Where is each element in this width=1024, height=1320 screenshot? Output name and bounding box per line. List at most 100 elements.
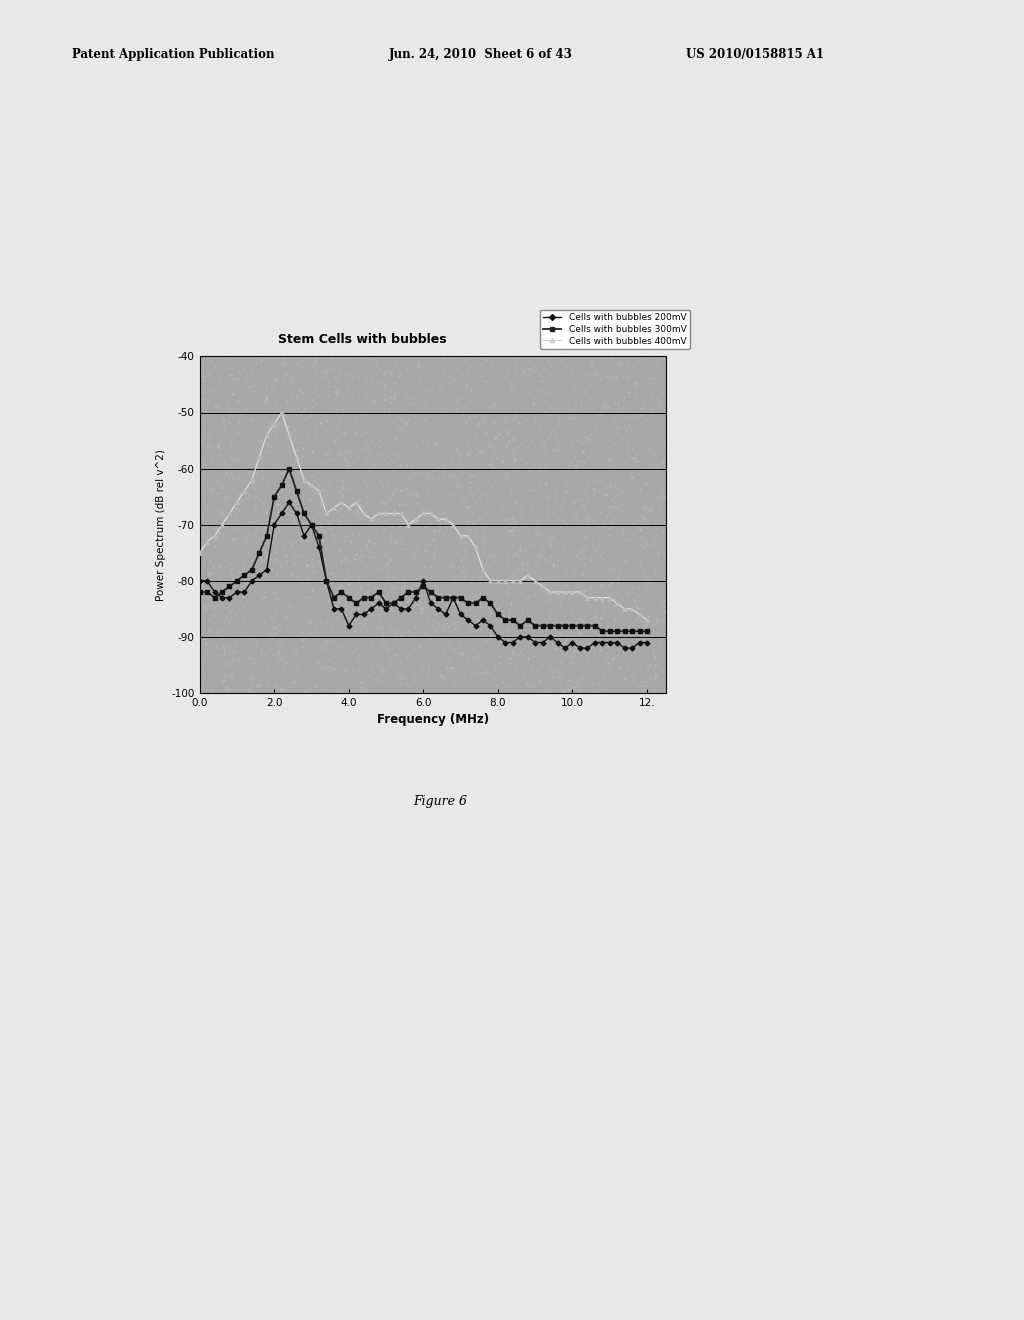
- Point: [523, 550, 540, 572]
- Point: [640, 359, 656, 380]
- Point: [615, 385, 632, 407]
- Point: [640, 606, 656, 627]
- Point: [269, 385, 286, 407]
- Point: [294, 523, 310, 544]
- Point: [271, 453, 288, 474]
- Point: [596, 393, 612, 414]
- Point: [453, 651, 469, 672]
- Point: [463, 605, 479, 626]
- Point: [470, 403, 486, 424]
- Point: [295, 412, 311, 433]
- Point: [614, 642, 631, 663]
- Point: [562, 407, 579, 428]
- Point: [328, 418, 344, 440]
- Point: [604, 492, 621, 513]
- Point: [505, 517, 521, 539]
- Point: [380, 665, 396, 686]
- Point: [232, 602, 249, 623]
- Point: [367, 411, 383, 432]
- Point: [316, 677, 333, 698]
- Point: [418, 660, 434, 681]
- Point: [321, 364, 337, 385]
- Point: [606, 590, 623, 611]
- Point: [543, 529, 559, 550]
- Point: [224, 565, 241, 586]
- Point: [336, 446, 352, 467]
- Point: [610, 392, 627, 413]
- Point: [544, 649, 560, 671]
- Point: [301, 569, 317, 590]
- Point: [267, 395, 284, 416]
- Point: [457, 558, 473, 579]
- Point: [521, 536, 538, 557]
- Point: [284, 458, 300, 479]
- Point: [230, 449, 247, 470]
- Point: [650, 627, 667, 648]
- Point: [470, 568, 486, 589]
- Point: [218, 536, 234, 557]
- Point: [440, 615, 457, 636]
- Point: [222, 484, 239, 506]
- Point: [204, 543, 220, 564]
- Point: [496, 492, 512, 513]
- Point: [269, 642, 286, 663]
- Point: [336, 630, 352, 651]
- Point: [489, 471, 506, 492]
- Point: [626, 355, 642, 376]
- Point: [487, 544, 504, 565]
- Point: [516, 587, 532, 609]
- Point: [381, 403, 397, 424]
- Point: [251, 560, 267, 581]
- Point: [620, 676, 636, 697]
- Point: [215, 665, 231, 686]
- Point: [651, 647, 668, 668]
- Point: [433, 454, 450, 475]
- Point: [435, 638, 452, 659]
- Point: [486, 533, 503, 554]
- Point: [574, 631, 591, 652]
- Point: [342, 605, 358, 626]
- Point: [281, 455, 297, 477]
- Point: [536, 561, 552, 582]
- Point: [564, 457, 581, 478]
- Point: [251, 595, 267, 616]
- Point: [203, 512, 219, 533]
- Point: [309, 482, 326, 503]
- Point: [469, 665, 485, 686]
- Point: [646, 558, 663, 579]
- Point: [481, 367, 498, 388]
- Point: [294, 636, 310, 657]
- Point: [267, 599, 284, 620]
- Point: [319, 660, 336, 681]
- Point: [498, 630, 514, 651]
- Point: [272, 570, 289, 591]
- Point: [521, 393, 538, 414]
- Point: [621, 561, 637, 582]
- Point: [255, 492, 271, 513]
- Point: [299, 614, 315, 635]
- Point: [263, 420, 280, 441]
- Point: [572, 639, 589, 660]
- Point: [452, 487, 468, 508]
- Point: [213, 558, 229, 579]
- Point: [244, 409, 260, 430]
- Point: [617, 475, 634, 496]
- Point: [521, 569, 538, 590]
- Point: [496, 573, 512, 594]
- Point: [283, 594, 299, 615]
- Point: [444, 624, 461, 645]
- Point: [360, 459, 377, 480]
- Point: [600, 401, 616, 422]
- Point: [492, 594, 508, 615]
- Point: [312, 412, 329, 433]
- Point: [283, 387, 299, 408]
- Point: [613, 428, 630, 449]
- Point: [541, 383, 557, 404]
- Point: [285, 495, 301, 516]
- Point: [490, 603, 507, 624]
- Point: [417, 408, 433, 429]
- Point: [463, 610, 479, 631]
- Point: [434, 397, 451, 418]
- Point: [641, 399, 657, 420]
- Point: [509, 619, 525, 640]
